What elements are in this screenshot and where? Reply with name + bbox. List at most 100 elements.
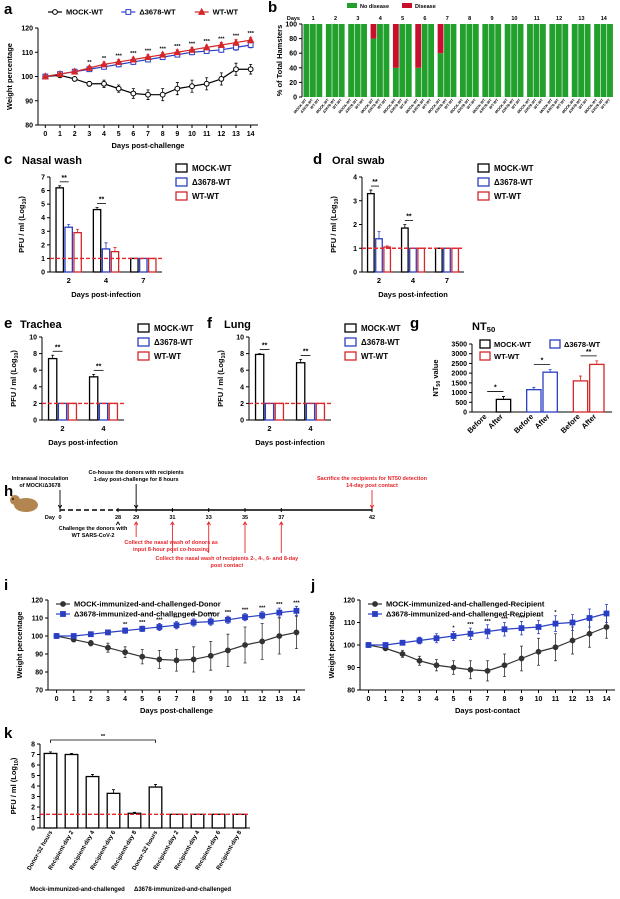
bar-segment <box>316 24 323 97</box>
bar-segment <box>370 24 377 39</box>
event-arrow <box>133 521 139 537</box>
bar <box>232 813 247 829</box>
day-label: 11 <box>534 16 540 22</box>
significance: *** <box>156 617 163 623</box>
x-tick-label: 6 <box>131 131 135 138</box>
x-tick-label: 4 <box>308 424 313 433</box>
marker <box>433 662 440 669</box>
y-axis-label-part: PFU / ml (Log <box>329 204 338 253</box>
day-tick-label: 29 <box>133 515 139 521</box>
bar-segment <box>450 24 457 97</box>
x-axis-label: Days post-infection <box>71 290 141 299</box>
panel-letter: f <box>207 315 213 332</box>
y-tick-label: 80 <box>25 123 33 130</box>
x-tick-label: 2 <box>67 276 71 285</box>
x-tick-label: 2 <box>89 696 93 703</box>
y-tick-label: 6 <box>41 188 45 195</box>
bar-segment <box>460 24 466 97</box>
bar-segment <box>578 24 585 97</box>
significance: *** <box>173 616 180 622</box>
day-tick-label: 33 <box>206 515 212 521</box>
y-axis-label-part: NT <box>431 386 440 396</box>
legend-label: MOCK-WT <box>494 164 534 173</box>
y-tick-label: 3500 <box>451 342 467 349</box>
x-tick-label: 7 <box>175 696 179 703</box>
marker <box>122 649 128 656</box>
y-axis-label-part: ) <box>329 196 338 199</box>
panel-letter: e <box>4 315 12 332</box>
bar-segment <box>303 24 310 97</box>
x-tick-label: 4 <box>104 276 109 285</box>
y-axis-label-part: ) <box>17 196 26 199</box>
legend-swatch <box>402 3 412 8</box>
error-bar <box>532 386 536 391</box>
marker <box>276 609 283 616</box>
bar <box>64 226 73 273</box>
bar <box>451 247 460 273</box>
significance: ** <box>55 344 61 351</box>
bar <box>147 257 157 273</box>
legend-marker <box>372 611 378 617</box>
x-tick-label: 8 <box>161 131 165 138</box>
bar <box>211 813 226 829</box>
event-text: Collect the nasal wash of recipients 2-,… <box>155 556 299 562</box>
x-tick-label: 11 <box>203 131 211 138</box>
bar-segment <box>488 24 495 97</box>
day-label: Day <box>45 515 56 521</box>
bar-segment <box>517 24 524 97</box>
x-tick-label: After <box>579 412 598 431</box>
marker <box>484 667 491 674</box>
error-bar <box>49 751 52 754</box>
bar-segment <box>392 67 399 97</box>
error-bar <box>70 753 73 755</box>
error-bar <box>369 189 373 195</box>
panel-letter: k <box>4 725 13 742</box>
day-label: 5 <box>401 16 404 22</box>
chart-title-part: NT <box>472 321 487 333</box>
chart-title: Nasal wash <box>22 155 82 167</box>
bar <box>366 192 375 273</box>
marker <box>217 40 226 48</box>
x-tick-label: 7 <box>486 696 490 703</box>
y-axis-label-part: 10 <box>221 353 227 359</box>
y-tick-label: 4 <box>41 215 45 222</box>
marker <box>242 614 248 621</box>
y-tick-label: 0 <box>293 95 297 102</box>
bar-segment <box>607 24 613 97</box>
significance: *** <box>242 608 249 614</box>
x-tick-label: 14 <box>293 696 301 703</box>
y-axis-label: % of Total Hamsters <box>275 25 284 97</box>
bar-segment <box>584 24 591 97</box>
bar-segment <box>472 24 479 97</box>
y-axis-label-part: 10 <box>14 353 20 359</box>
bar-segment <box>504 24 511 97</box>
bar-segment <box>549 24 556 97</box>
marker <box>603 610 610 617</box>
group-label: WT-WT <box>511 97 522 110</box>
bar <box>526 389 542 413</box>
marker <box>586 630 593 637</box>
day-tick-label: 0 <box>58 515 61 521</box>
error-bar <box>258 353 262 355</box>
significance: * <box>554 610 557 616</box>
chart-title-part: 50 <box>487 325 496 334</box>
bar-segment <box>533 24 540 97</box>
x-tick-label: 12 <box>258 696 266 703</box>
x-tick-label: 9 <box>209 696 213 703</box>
bar-segment <box>383 24 390 97</box>
x-tick-label: Before <box>465 412 488 435</box>
hamster-body <box>14 498 38 512</box>
marker <box>188 45 196 53</box>
marker <box>467 630 474 637</box>
x-tick-label: 4 <box>102 131 106 138</box>
x-tick-label: 13 <box>232 131 240 138</box>
x-tick-label: 14 <box>247 131 255 138</box>
bar-segment <box>539 24 546 97</box>
bar <box>92 208 102 273</box>
marker <box>207 618 214 625</box>
y-tick-label: 2 <box>31 805 35 812</box>
group-label: WT-WT <box>399 97 410 110</box>
bar-segment <box>361 24 367 97</box>
significance: ** <box>536 614 541 620</box>
x-tick-label: 5 <box>452 696 456 703</box>
